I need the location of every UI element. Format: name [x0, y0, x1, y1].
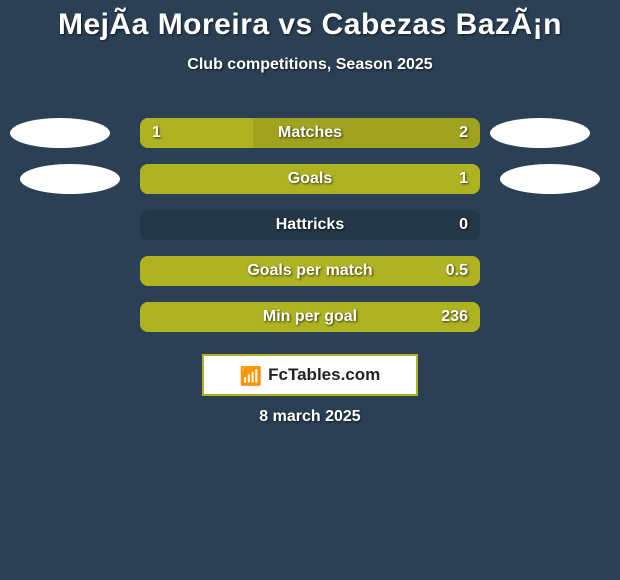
stat-bar-right-fill — [253, 118, 480, 148]
stat-bar-right-fill — [140, 210, 480, 240]
page-title: MejÃ­a Moreira vs Cabezas BazÃ¡n — [0, 0, 620, 42]
left-team-badge — [20, 164, 120, 194]
right-team-badge — [500, 164, 600, 194]
stat-bar-right-fill — [140, 164, 480, 194]
stat-right-value: 0.5 — [446, 256, 468, 286]
right-team-badge — [490, 118, 590, 148]
stat-right-value: 236 — [441, 302, 468, 332]
stat-right-value: 1 — [459, 164, 468, 194]
watermark-text: FcTables.com — [268, 365, 380, 385]
stat-bar-right-fill — [140, 302, 480, 332]
stat-row: 0.5Goals per match — [0, 248, 620, 294]
stat-row: 236Min per goal — [0, 294, 620, 340]
stat-bar: 1Goals — [140, 164, 480, 194]
stat-bar: 0.5Goals per match — [140, 256, 480, 286]
stat-right-value: 2 — [459, 118, 468, 148]
stat-bar: 0Hattricks — [140, 210, 480, 240]
left-team-badge — [10, 118, 110, 148]
stat-right-value: 0 — [459, 210, 468, 240]
chart-icon: 📶 — [240, 366, 262, 387]
stat-row: 0Hattricks — [0, 202, 620, 248]
stat-bar-right-fill — [140, 256, 480, 286]
watermark-badge: 📶 FcTables.com — [202, 354, 418, 396]
stat-left-value: 1 — [152, 118, 161, 148]
stat-bar: 12Matches — [140, 118, 480, 148]
page-subtitle: Club competitions, Season 2025 — [0, 42, 620, 74]
date-caption: 8 march 2025 — [0, 408, 620, 426]
stat-row: 12Matches — [0, 110, 620, 156]
stat-bar: 236Min per goal — [140, 302, 480, 332]
comparison-chart: 12Matches1Goals0Hattricks0.5Goals per ma… — [0, 110, 620, 340]
stat-row: 1Goals — [0, 156, 620, 202]
